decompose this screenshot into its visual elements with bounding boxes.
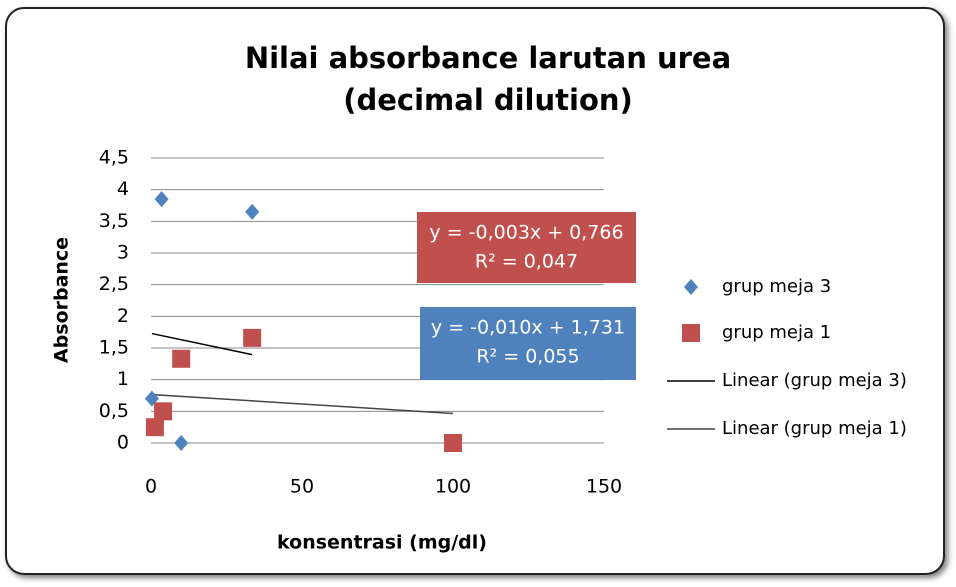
- y-tick-label: 3: [117, 242, 129, 264]
- legend-marker: [682, 324, 700, 342]
- chart-title: (decimal dilution): [343, 83, 633, 117]
- equation-box: [420, 307, 636, 380]
- point: [444, 434, 462, 452]
- y-tick-label: 2: [117, 305, 129, 327]
- point: [154, 402, 173, 421]
- y-axis-label: Absorbance: [51, 237, 73, 363]
- y-tick-label: 3,5: [99, 210, 129, 232]
- y-tick-label: 1,5: [99, 337, 129, 359]
- point: [145, 418, 164, 437]
- legend-marker: [684, 279, 698, 295]
- legend-label: grup meja 1: [722, 322, 831, 343]
- legend-label: Linear (grup meja 1): [722, 418, 907, 439]
- trendline: [154, 393, 454, 415]
- x-axis-label: konsentrasi (mg/dl): [277, 532, 487, 554]
- y-tick-label: 4,5: [99, 147, 129, 169]
- y-tick-label: 2,5: [99, 273, 129, 295]
- r-squared: R² = 0,047: [475, 251, 578, 273]
- point: [245, 203, 260, 220]
- chart-frame: [5, 7, 945, 575]
- y-tick-label: 0: [117, 432, 129, 454]
- y-tick-label: 0,5: [99, 400, 129, 422]
- legend-label: grup meja 3: [722, 276, 831, 297]
- point: [174, 435, 189, 451]
- equation: y = -0,003x + 0,766: [429, 222, 623, 244]
- r-squared: R² = 0,055: [476, 346, 579, 368]
- x-tick-label: 0: [145, 476, 157, 498]
- x-tick-label: 100: [435, 476, 471, 498]
- y-tick-label: 1: [117, 368, 129, 390]
- point: [243, 328, 262, 347]
- equation: y = -0,010x + 1,731: [431, 317, 625, 339]
- trendline: [151, 332, 253, 356]
- y-tick-label: 4: [117, 178, 129, 200]
- x-tick-label: 150: [586, 476, 622, 498]
- equation-box: [417, 212, 636, 283]
- x-tick-label: 50: [290, 476, 314, 498]
- legend-label: Linear (grup meja 3): [722, 370, 907, 391]
- point: [154, 191, 169, 208]
- chart-title: Nilai absorbance larutan urea: [245, 41, 731, 75]
- point: [172, 349, 191, 368]
